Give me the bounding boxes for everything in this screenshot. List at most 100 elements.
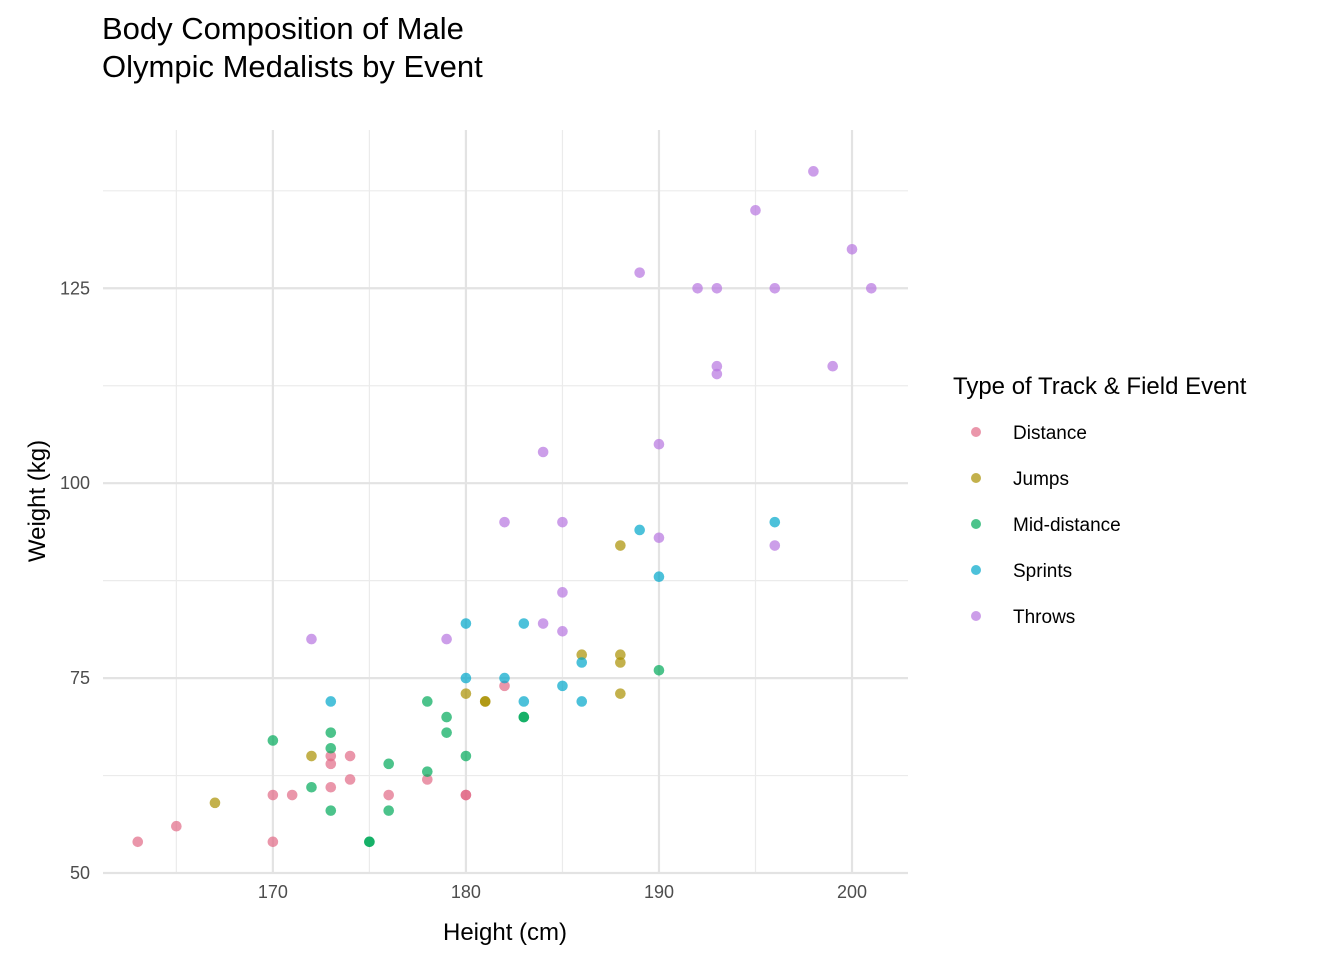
point-throws (769, 282, 781, 294)
point-distance (325, 758, 337, 770)
point-sprints (460, 672, 472, 684)
legend-label: Throws (1013, 607, 1075, 628)
point-throws (653, 438, 665, 450)
point-sprints (518, 696, 530, 707)
point-mid-distance (267, 735, 279, 746)
data-points (132, 166, 877, 848)
point-throws (634, 267, 645, 278)
legend-label: Sprints (1013, 561, 1072, 582)
x-tick-label: 190 (644, 882, 674, 902)
point-sprints (576, 657, 588, 668)
gridlines (103, 130, 908, 875)
point-mid-distance (383, 805, 395, 816)
point-mid-distance (518, 711, 530, 723)
point-jumps (479, 696, 491, 707)
point-distance (132, 836, 144, 848)
point-distance (460, 789, 472, 801)
point-jumps (460, 688, 472, 699)
legend-title: Type of Track & Field Event (953, 373, 1247, 400)
point-mid-distance (306, 781, 317, 793)
tick-labels: 170 180 190 200 50 75 100 125 (60, 278, 867, 902)
y-tick-label: 50 (70, 863, 90, 883)
point-throws (866, 282, 877, 294)
legend-key-sprints (971, 565, 981, 575)
point-throws (750, 205, 761, 216)
point-throws (808, 166, 819, 177)
point-distance (383, 789, 395, 801)
point-distance (171, 820, 182, 832)
point-mid-distance (325, 742, 337, 754)
point-jumps (576, 649, 588, 660)
point-mid-distance (422, 696, 433, 707)
point-throws (769, 540, 781, 551)
point-distance (344, 774, 356, 785)
y-axis-label: Weight (kg) (24, 440, 51, 562)
point-sprints (634, 524, 645, 536)
point-throws (692, 282, 703, 294)
point-sprints (499, 672, 510, 684)
point-mid-distance (441, 711, 452, 723)
point-mid-distance (653, 664, 665, 676)
point-sprints (325, 696, 337, 707)
point-throws (846, 243, 858, 255)
point-distance (286, 789, 298, 801)
legend-key-throws (971, 611, 981, 621)
x-axis-label: Height (cm) (443, 919, 567, 946)
point-throws (557, 587, 568, 598)
legend-key-distance (971, 427, 981, 437)
point-sprints (653, 571, 665, 583)
legend-key-mid-distance (971, 519, 981, 529)
point-jumps (615, 657, 626, 668)
point-distance (267, 789, 279, 801)
point-jumps (209, 797, 221, 809)
point-jumps (615, 649, 626, 660)
point-mid-distance (383, 758, 395, 770)
point-throws (306, 633, 317, 645)
point-distance (344, 750, 356, 762)
point-jumps (306, 750, 317, 762)
point-sprints (576, 696, 588, 707)
legend-label: Jumps (1013, 469, 1069, 490)
point-throws (711, 282, 723, 294)
point-jumps (615, 688, 626, 699)
point-throws (557, 516, 568, 528)
point-sprints (460, 618, 472, 629)
point-sprints (518, 618, 530, 629)
point-mid-distance (460, 750, 472, 762)
x-tick-label: 180 (451, 882, 481, 902)
chart-title-line-1: Body Composition of Male (102, 11, 464, 46)
y-tick-label: 125 (60, 278, 90, 298)
legend: Distance Jumps Mid-distance Sprints Throws (971, 423, 1121, 628)
x-tick-label: 200 (837, 882, 867, 902)
legend-label: Distance (1013, 423, 1087, 444)
point-throws (537, 618, 549, 629)
point-distance (267, 836, 279, 848)
legend-key-jumps (971, 473, 981, 483)
point-throws (537, 446, 549, 458)
point-throws (711, 360, 723, 372)
point-sprints (557, 680, 568, 692)
point-throws (441, 633, 452, 645)
point-jumps (615, 540, 626, 551)
legend-label: Mid-distance (1013, 515, 1121, 536)
point-throws (711, 368, 723, 380)
point-sprints (769, 516, 781, 528)
point-mid-distance (364, 836, 375, 848)
point-distance (422, 774, 433, 785)
point-throws (557, 626, 568, 637)
point-throws (499, 516, 510, 528)
point-mid-distance (325, 805, 337, 816)
chart-title-line-2: Olympic Medalists by Event (102, 49, 483, 84)
y-tick-label: 75 (70, 668, 90, 688)
point-distance (325, 781, 337, 793)
point-mid-distance (422, 766, 433, 777)
x-tick-label: 170 (258, 882, 288, 902)
y-tick-label: 100 (60, 473, 90, 493)
point-mid-distance (441, 727, 452, 738)
point-throws (827, 360, 839, 372)
point-distance (499, 680, 510, 692)
point-throws (653, 532, 665, 544)
point-distance (325, 750, 337, 762)
point-mid-distance (325, 727, 337, 738)
